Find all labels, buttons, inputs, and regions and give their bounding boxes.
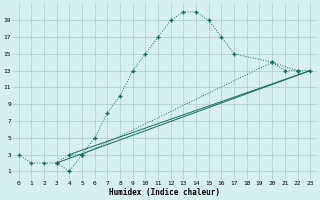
X-axis label: Humidex (Indice chaleur): Humidex (Indice chaleur) (109, 188, 220, 197)
